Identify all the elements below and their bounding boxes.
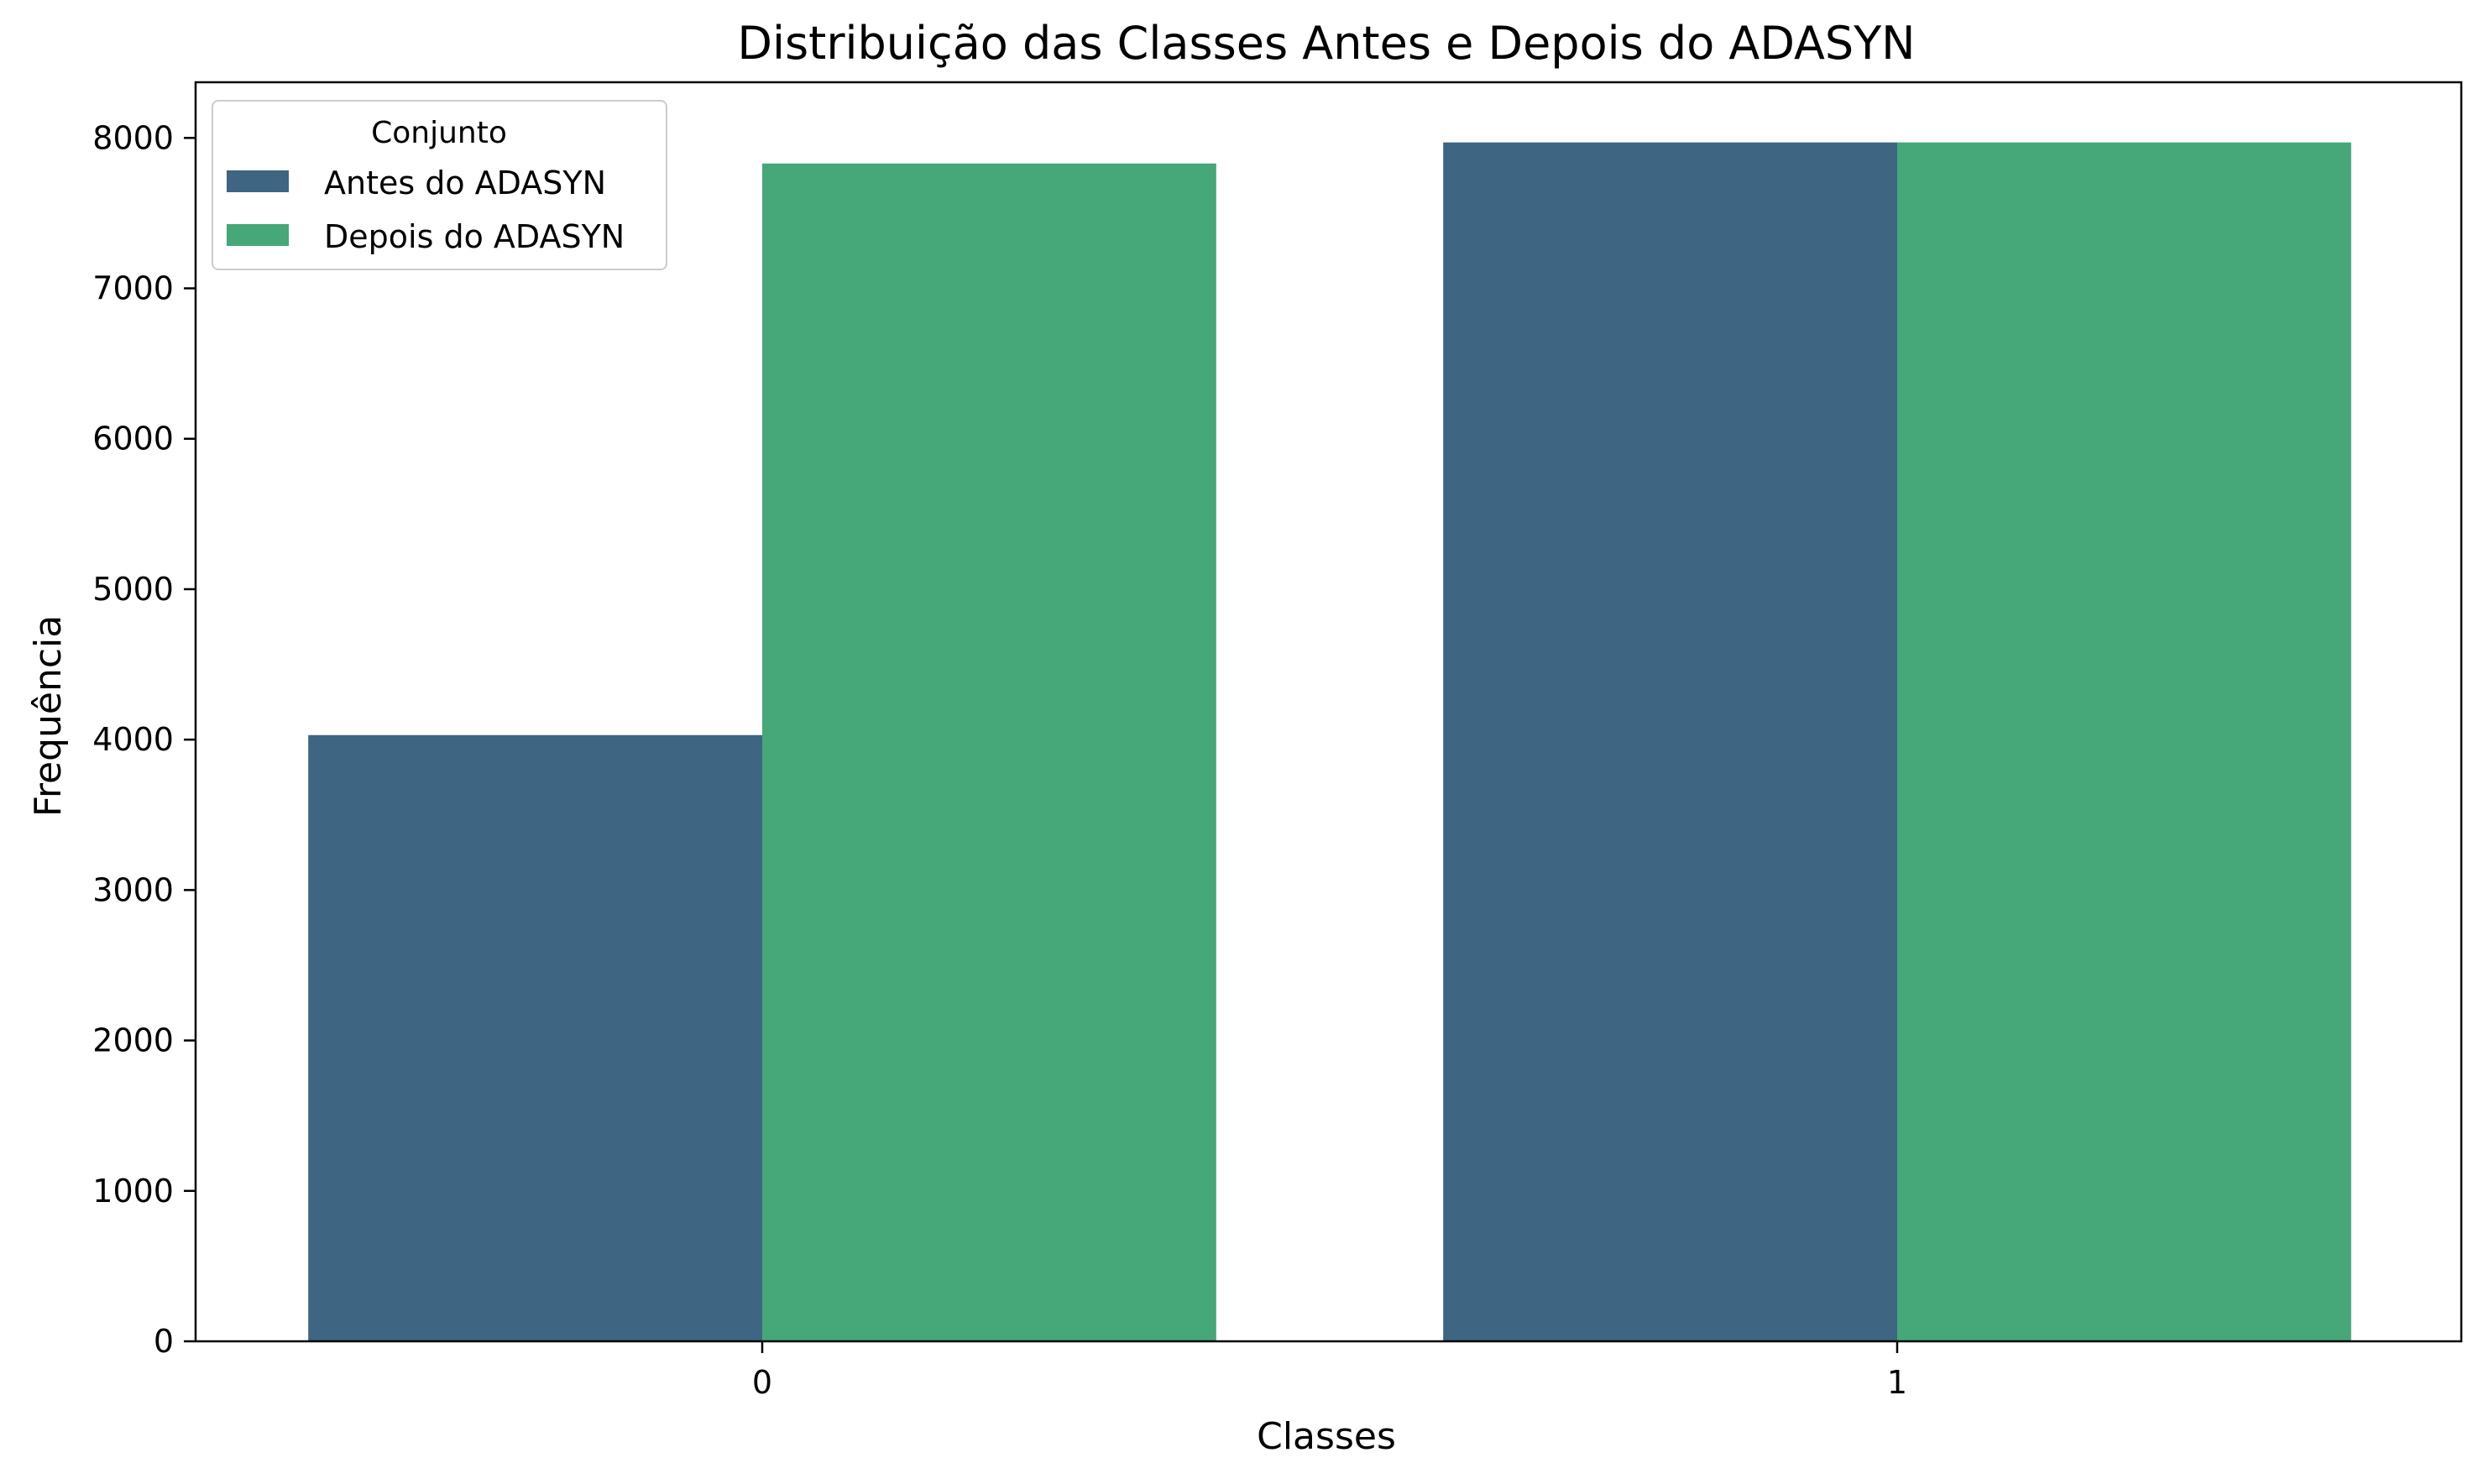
y-axis-label: Frequência <box>27 615 70 817</box>
y-tick-label: 4000 <box>92 721 174 758</box>
legend: Conjunto Antes do ADASYN Depois do ADASY… <box>212 100 667 270</box>
bar-1-series-1 <box>1897 142 2351 1342</box>
y-tick-label: 5000 <box>92 571 174 608</box>
y-tick-label: 1000 <box>92 1173 174 1210</box>
legend-swatch-depois <box>227 224 289 246</box>
legend-title: Conjunto <box>371 116 507 150</box>
legend-label-depois: Depois do ADASYN <box>324 218 625 255</box>
y-tick-label: 8000 <box>92 119 174 156</box>
axes-layer: 0 1000 2000 3000 4000 5000 6000 7000 8000 0 1 <box>92 81 2463 1401</box>
bar-0-series-1 <box>762 163 1216 1342</box>
y-tick-label: 3000 <box>92 871 174 908</box>
chart-title: Distribuição das Classes Antes e Depois … <box>737 17 1915 70</box>
y-tick-label: 2000 <box>92 1022 174 1059</box>
x-tick-label: 0 <box>752 1364 772 1401</box>
y-tick-label: 7000 <box>92 270 174 307</box>
legend-label-antes: Antes do ADASYN <box>324 165 606 201</box>
bar-1-series-0 <box>1443 142 1897 1342</box>
y-tick-label: 6000 <box>92 421 174 457</box>
x-tick-label: 1 <box>1887 1364 1907 1401</box>
legend-frame <box>212 100 667 270</box>
bar-0-series-0 <box>308 734 762 1341</box>
legend-swatch-antes <box>227 170 289 192</box>
x-axis-label: Classes <box>1257 1415 1396 1458</box>
y-tick-label: 0 <box>154 1323 174 1360</box>
bars-layer <box>308 142 2351 1342</box>
axes-frame <box>194 81 2463 1343</box>
